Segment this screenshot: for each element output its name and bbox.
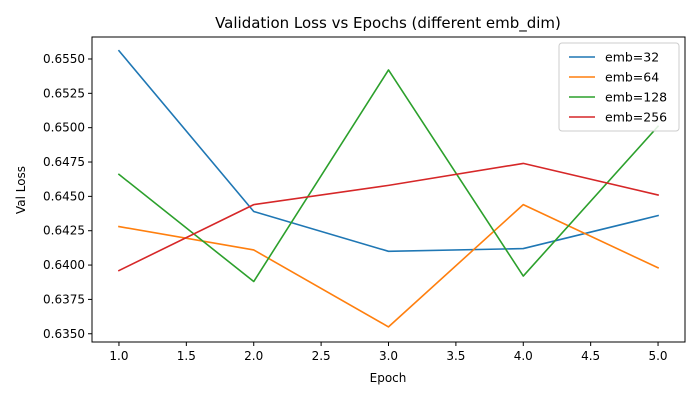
x-axis: 1.0 1.5 2.0 2.5 3.0 3.5 4.0 4.5 5.0	[109, 342, 668, 363]
chart-title: Validation Loss vs Epochs (different emb…	[215, 14, 561, 33]
y-tick-label: 0.6400	[43, 258, 85, 272]
legend-label: emb=128	[605, 90, 667, 105]
legend-box	[558, 42, 680, 132]
series-line-emb-32	[117, 49, 660, 253]
y-tick-label: 0.6350	[43, 327, 85, 341]
x-tick-label: 3.0	[379, 349, 398, 363]
y-tick-label: 0.6425	[43, 224, 85, 238]
y-tick-label: 0.6500	[43, 121, 85, 135]
legend-label: emb=256	[605, 110, 667, 125]
x-tick-label: 3.5	[446, 349, 465, 363]
legend: emb=32 emb=64 emb=128 emb=256	[558, 42, 680, 132]
series-line-emb-256	[117, 162, 660, 272]
x-tick-label: 4.0	[514, 349, 533, 363]
x-tick-label: 2.5	[312, 349, 331, 363]
series-line-emb-128	[117, 69, 660, 283]
x-tick-label: 1.5	[177, 349, 196, 363]
y-tick-label: 0.6525	[43, 86, 85, 100]
y-axis: 0.6350 0.6375 0.6400 0.6425 0.6450 0.6475 0.65…	[43, 52, 92, 341]
x-tick-label: 5.0	[648, 349, 667, 363]
legend-label: emb=32	[605, 50, 659, 65]
y-tick-label: 0.6475	[43, 155, 85, 169]
y-axis-label: Val Loss	[14, 166, 28, 214]
y-tick-label: 0.6550	[43, 52, 85, 66]
x-tick-label: 2.0	[244, 349, 263, 363]
y-tick-label: 0.6375	[43, 292, 85, 306]
x-tick-label: 4.5	[581, 349, 600, 363]
y-tick-label: 0.6450	[43, 189, 85, 203]
plot-area	[117, 49, 660, 328]
x-tick-label: 1.0	[109, 349, 128, 363]
x-axis-label: Epoch	[370, 371, 407, 385]
legend-label: emb=64	[605, 70, 659, 85]
